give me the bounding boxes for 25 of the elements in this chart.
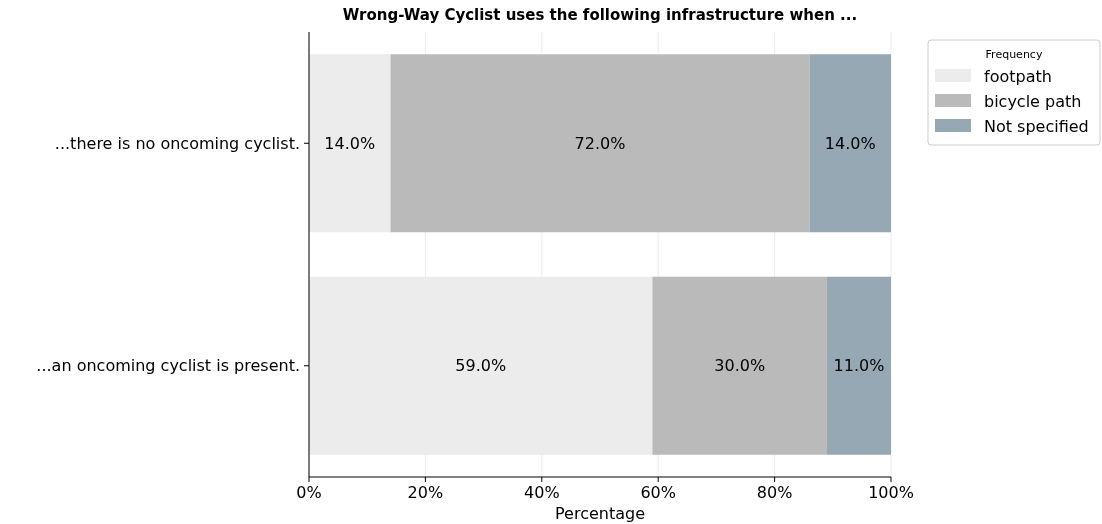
data-label: 11.0% <box>833 356 885 376</box>
bar <box>309 54 391 233</box>
x-tick-label: 0% <box>296 483 322 502</box>
y-tick-label: ...an oncoming cyclist is present. <box>36 356 300 376</box>
x-tick-label: 20% <box>407 483 444 502</box>
bar <box>652 276 827 455</box>
bar <box>390 54 810 233</box>
x-tick-label: 40% <box>524 483 560 502</box>
legend-label: Not specified <box>984 116 1089 136</box>
data-label: 59.0% <box>455 356 507 376</box>
x-tick-label: 80% <box>756 483 793 502</box>
data-label: 14.0% <box>324 133 376 153</box>
legend-title: Frequency <box>985 48 1043 61</box>
x-tick-label: 100% <box>868 483 914 502</box>
bar <box>809 54 891 233</box>
x-axis-title: Percentage <box>554 504 646 523</box>
legend-label: footpath <box>984 66 1052 86</box>
data-label: 72.0% <box>574 133 626 153</box>
bar <box>826 276 891 455</box>
legend-label: bicycle path <box>984 91 1082 111</box>
data-label: 14.0% <box>824 133 876 153</box>
x-tick-label: 60% <box>640 483 676 502</box>
y-tick-label: ...there is no oncoming cyclist. <box>54 133 300 153</box>
data-label: 30.0% <box>714 356 766 376</box>
chart-title: Wrong-Way Cyclist uses the following infrastructure when ... <box>342 6 858 24</box>
